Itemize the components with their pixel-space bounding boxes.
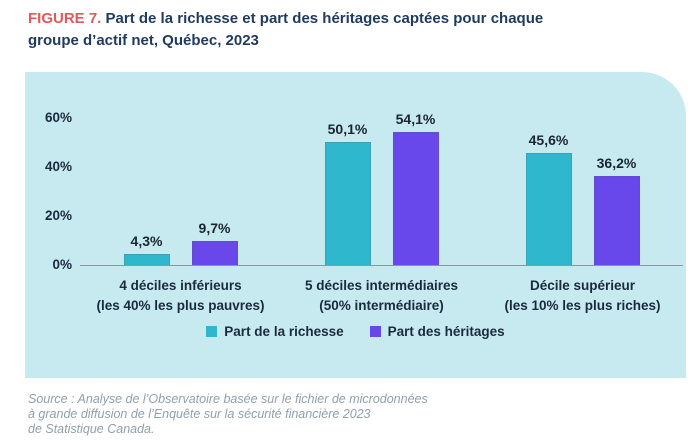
legend-item: Part de la richesse [206, 324, 344, 339]
y-tick-label: 60% [44, 109, 72, 125]
bar-value-label: 45,6% [528, 132, 569, 149]
legend-item: Part des héritages [369, 324, 505, 339]
category-label-line1: 4 déciles inférieurs [119, 278, 242, 293]
legend-swatch-icon [206, 326, 218, 337]
y-axis: 0% 20% 40% 60% [25, 102, 72, 271]
category-label-line1: Décile supérieur [529, 278, 636, 293]
category-label: 4 déciles inférieurs (les 40% les plus pa… [80, 276, 281, 316]
bar: 50,1% [324, 121, 371, 265]
bar-value-label: 9,7% [198, 220, 231, 237]
y-tick-label: 20% [44, 207, 72, 223]
bar: 9,7% [191, 220, 238, 265]
bar-group: 45,6% 36,2% [482, 102, 683, 265]
y-tick-label: 0% [52, 257, 72, 272]
legend-swatch-icon [369, 326, 381, 337]
figure-title-text: Part de la richesse et part des héritage… [28, 10, 544, 49]
bar-value-label: 4,3% [130, 233, 163, 250]
bar-value-label: 50,1% [327, 121, 368, 138]
category-label: 5 déciles intermédiaires (50% intermédiai… [281, 276, 482, 316]
category-label-line2: (les 10% les plus riches) [504, 298, 661, 313]
figure-number: FIGURE 7. [28, 10, 102, 27]
bar-group: 50,1% 54,1% [281, 102, 482, 265]
bar: 45,6% [525, 132, 572, 265]
source-note: Source : Analyse de l’Observatoire basée… [28, 392, 428, 437]
legend-label: Part des héritages [387, 324, 505, 339]
legend-label: Part de la richesse [224, 324, 344, 339]
figure-title: FIGURE 7. Part de la richesse et part de… [28, 8, 580, 52]
source-line: Source : Analyse de l’Observatoire basée… [28, 392, 428, 406]
legend: Part de la richesse Part des héritages [25, 324, 686, 339]
category-label-line1: 5 déciles intermédiaires [304, 278, 459, 293]
plot-groups: 4,3% 9,7% 50,1% 54,1% 45,6% 36,2% [80, 102, 683, 266]
bar-group: 4,3% 9,7% [80, 102, 281, 265]
category-labels: 4 déciles inférieurs (les 40% les plus pa… [80, 276, 683, 316]
bar: 4,3% [123, 233, 170, 265]
category-label-line2: (50% intermédiaire) [319, 298, 444, 313]
source-line: de Statistique Canada. [28, 422, 155, 436]
bar: 36,2% [593, 155, 640, 265]
source-line: à grande diffusion de l’Enquête sur la s… [28, 407, 371, 421]
category-label: Décile supérieur (les 10% les plus riches… [482, 276, 683, 316]
category-label-line2: (les 40% les plus pauvres) [96, 298, 265, 313]
chart-panel: 0% 20% 40% 60% 4,3% 9,7% 50,1% 54,1% 45,6% 36,2%… [25, 72, 686, 378]
bar: 54,1% [392, 111, 439, 265]
y-tick-label: 40% [44, 158, 72, 174]
bar-value-label: 36,2% [596, 155, 637, 172]
bar-value-label: 54,1% [395, 111, 436, 128]
